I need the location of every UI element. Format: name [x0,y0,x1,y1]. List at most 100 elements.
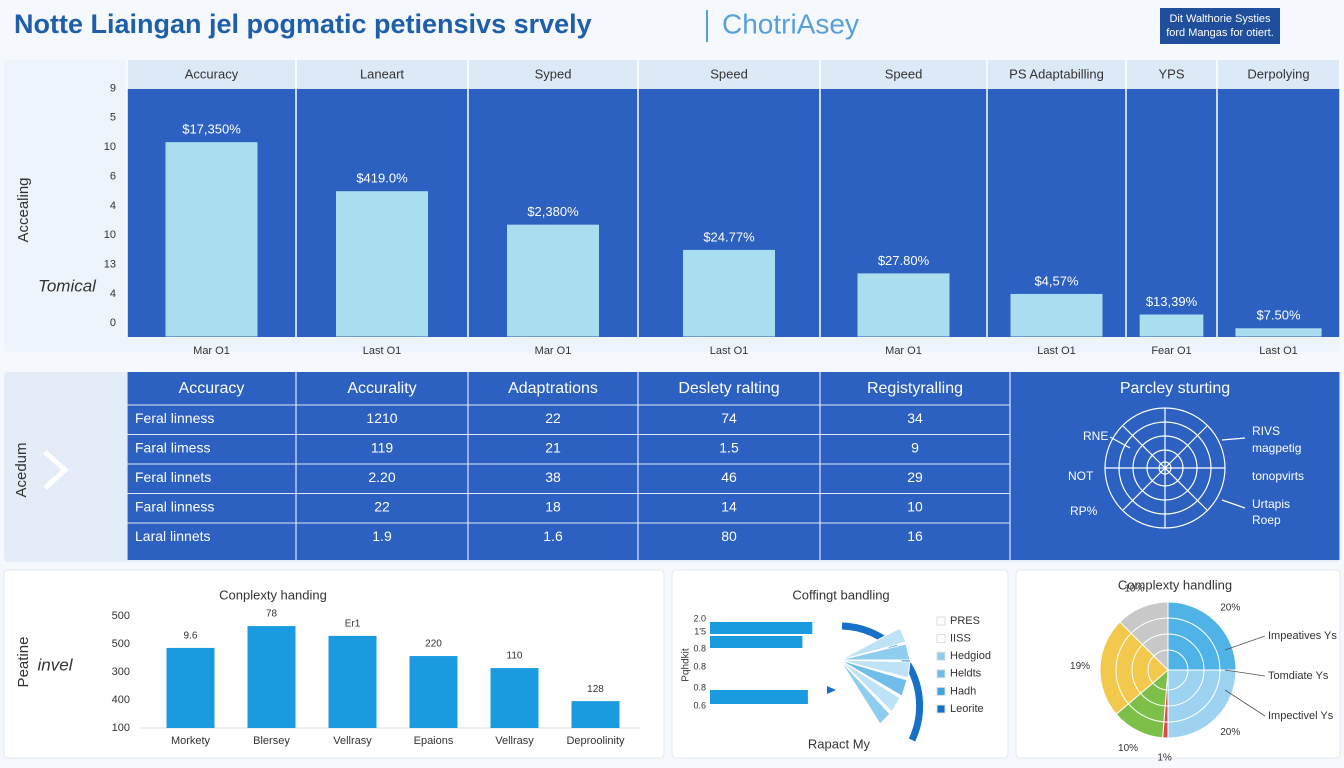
y-axis-label: Peatine [15,637,32,688]
y-axis-label: Tomical [38,276,97,295]
y-tick-label: 2.0 [693,613,706,623]
bar [409,656,458,728]
bar-label: $27.80% [878,253,930,268]
legend-label: Hadh [950,685,976,697]
bar-label: $419.0% [356,171,408,186]
table-area [127,372,1340,560]
table-cell: Faral linness [135,499,214,515]
table-cell: 46 [721,469,737,485]
y-tick-label: 0.6 [693,700,706,710]
y-tick-label: 300 [112,666,130,678]
x-tick-label: Deproolinity [566,735,625,747]
slice-label: 20% [1220,602,1240,613]
x-tick-label: Morkety [171,735,211,747]
slice-label: 10% [1124,583,1144,594]
bar [857,273,950,337]
bar [166,647,215,728]
y-tick-label: 5 [110,112,116,124]
legend-label: PRES [950,615,980,627]
chevron [43,450,69,490]
table-cell: 22 [545,410,561,426]
column-header: Parcley sturting [1120,380,1230,397]
bar [1139,314,1204,337]
chart-title: Coffingt bandling [792,587,889,602]
column-header: Derpolying [1247,66,1309,81]
column-header: Speed [710,66,748,81]
y-tick-label: 500 [112,638,130,650]
column-header: PS Adaptabilling [1009,66,1104,81]
bar-label: 78 [266,609,278,620]
x-tick-label: Mar O1 [885,345,922,357]
panel [671,569,1009,759]
y-tick-label: 100 [112,722,130,734]
table-cell: Feral linness [135,410,214,426]
y-tick-label: 1'5 [694,626,706,636]
y-tick-label: 400 [112,694,130,706]
y-tick-label: 0 [110,317,116,329]
radar-label: Roep [1252,513,1281,527]
bar [710,636,803,648]
radar-label: RIVS [1252,424,1280,438]
column-header: Deslety ralting [678,380,779,397]
leader-line [1224,689,1266,717]
y-axis-label: Accealing [15,177,32,242]
radar-label: tonopvirts [1252,469,1304,483]
y-tick-label: 10 [104,141,116,153]
y-tick-label: 0.8 [693,661,706,671]
radar [1104,407,1246,529]
radar-label: Urtapis [1252,497,1290,511]
bar [507,224,599,337]
legend-label: Tomdiate Ys [1268,670,1329,682]
table-cell: 1.9 [372,528,392,544]
legend-swatch [936,704,946,714]
table-cell: 22 [374,499,390,515]
table-cell: 29 [907,469,923,485]
legend-label: IISS [950,633,971,645]
column-header: Accuracy [179,380,245,397]
y-tick-label: 13 [104,258,116,270]
x-tick-label: Blersey [253,735,290,747]
bar [571,701,620,728]
bar-label: 9.6 [184,631,198,642]
column-header: Adaptrations [508,380,598,397]
pie-slice [1167,601,1237,671]
table-cell: Faral limess [135,440,210,456]
table-cell: 74 [721,410,737,426]
table-cell: 38 [545,469,561,485]
y-axis-label: invel [38,655,74,674]
bar [490,668,539,728]
y-axis-label: Pqhdkit [681,648,692,682]
radar-label: magpetig [1252,441,1301,455]
badge [1160,8,1280,44]
table-cell: 34 [907,410,923,426]
table-cell: Laral linnets [135,528,211,544]
table-cell: 80 [721,528,737,544]
y-tick-label: 0.8 [693,682,706,692]
legend-label: Impectivel Ys [1268,710,1334,722]
bar [710,622,813,634]
x-tick-label: Last O1 [710,345,749,357]
bar-label: $24.77% [703,229,755,244]
footer: Rapact My [808,736,871,751]
column-header: YPS [1158,66,1184,81]
bar-label: 128 [587,684,604,695]
bar-label: $17,350% [182,122,241,137]
bar-label: $13,39% [1146,294,1198,309]
column-header: Speed [885,66,923,81]
subtitle: ChotriAsey [722,8,859,39]
y-tick-label: 10 [104,229,116,241]
bar [1010,293,1103,337]
column-header: Accurality [347,380,416,397]
table-cell: 1.6 [543,528,563,544]
bar [336,191,428,337]
y-tick-label: 4 [110,200,116,212]
badge-line: Dit Walthorie Systies [1169,13,1271,25]
pie-slice [1099,621,1169,715]
pie-ring [1131,633,1205,707]
bar-label: 220 [425,639,442,650]
leader-line [1224,669,1266,677]
table-cell: 18 [545,499,561,515]
table-cell: 2.20 [368,469,395,485]
x-tick-label: Mar O1 [193,345,230,357]
